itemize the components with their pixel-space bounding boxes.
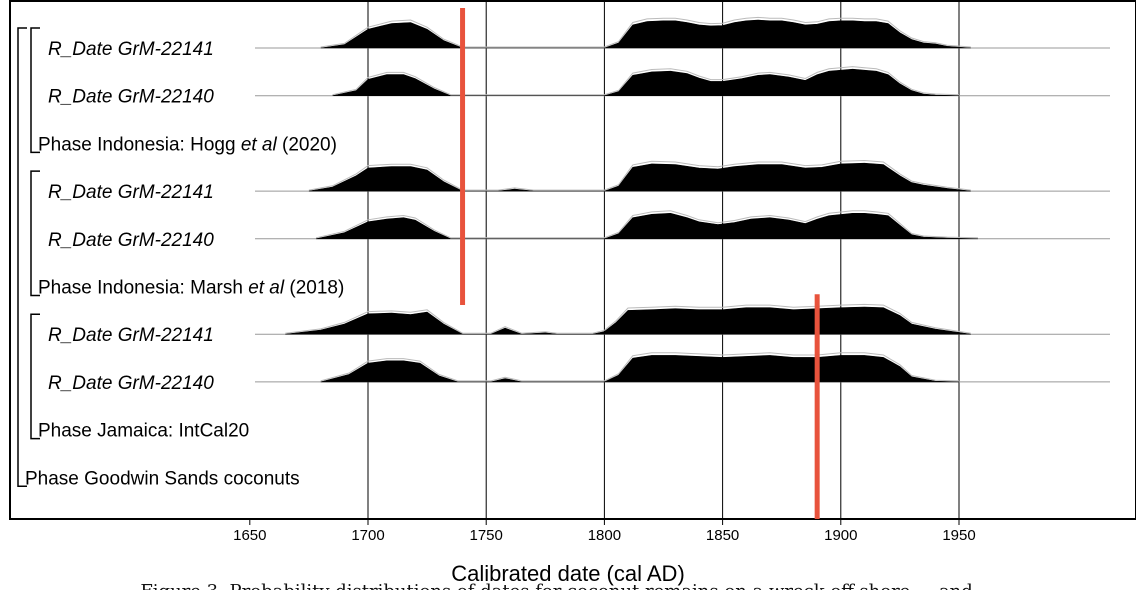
plot-frame (9, 0, 1136, 520)
tick-label-1650: 1650 (233, 527, 266, 544)
distribution-row-6 (285, 306, 971, 335)
prior-outline-row-4 (315, 210, 978, 239)
prior-outline-row-3 (308, 159, 971, 191)
distribution-row-1 (332, 68, 960, 96)
rdate-label: R_Date GrM-22141 (48, 182, 214, 203)
tick-label-1800: 1800 (588, 527, 621, 544)
phase-bracket (30, 27, 40, 154)
phase-bracket (30, 170, 40, 297)
prior-outline-row-1 (332, 66, 960, 96)
tick-label-1850: 1850 (706, 527, 739, 544)
rdate-label: R_Date GrM-22141 (48, 325, 214, 346)
rdate-label: R_Date GrM-22140 (48, 230, 214, 251)
phase-bracket (30, 313, 40, 440)
distribution-row-7 (320, 355, 960, 383)
phase-label: Phase Jamaica: IntCal20 (38, 421, 249, 442)
phase-label: Phase Indonesia: Hogg et al (2020) (38, 134, 337, 155)
row-labels: R_Date GrM-22141 R_Date GrM-22140 Phase In… (25, 39, 344, 489)
tick-label-1750: 1750 (470, 527, 503, 544)
tick-label-1700: 1700 (351, 527, 384, 544)
marker-lines (460, 8, 820, 519)
tick-label-1950: 1950 (942, 527, 975, 544)
phase-bracket (17, 27, 27, 488)
x-axis-label: Calibrated date (cal AD) (451, 561, 685, 586)
phase-label: Phase Goodwin Sands coconuts (25, 468, 300, 489)
phase-brackets (17, 27, 40, 488)
rdate-label: R_Date GrM-22141 (48, 39, 214, 60)
prior-outline-row-7 (320, 352, 960, 382)
prior-outline-row-0 (320, 16, 971, 48)
tick-label-1900: 1900 (824, 527, 857, 544)
phase-label: Phase Indonesia: Marsh et al (2018) (38, 278, 344, 299)
prior-outline-row-6 (285, 303, 971, 334)
distribution-row-0 (320, 19, 971, 49)
distributions (255, 16, 1110, 383)
oxcal-multiplot: R_Date GrM-22141 R_Date GrM-22140 Phase In… (9, 0, 1136, 544)
rdate-label: R_Date GrM-22140 (48, 87, 214, 108)
rdate-label: R_Date GrM-22140 (48, 373, 214, 394)
distribution-row-4 (315, 212, 978, 240)
figure-caption: Figure 3. Probability distributions of d… (140, 581, 995, 590)
distribution-row-3 (308, 162, 971, 192)
x-axis-ticks: 1650 1700 1750 1800 1850 1900 1950 (233, 519, 976, 544)
